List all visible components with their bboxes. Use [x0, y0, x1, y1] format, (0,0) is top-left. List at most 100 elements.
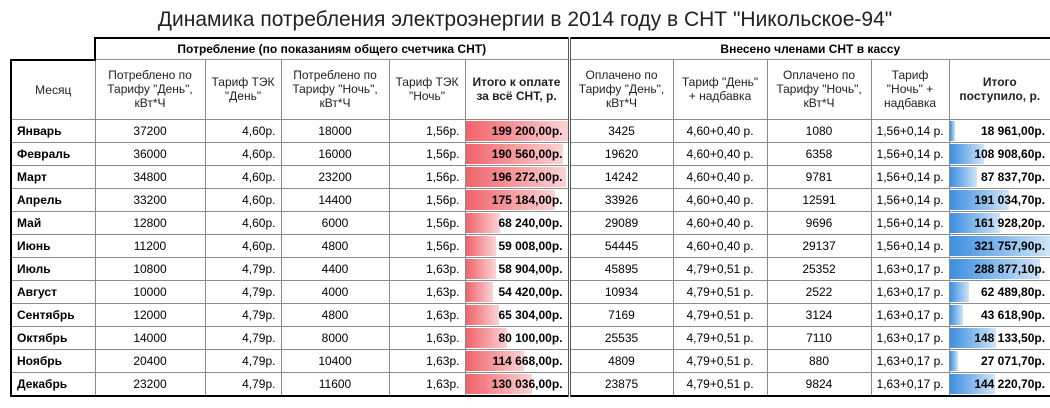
table-row: Ноябрь 20400 4,79р. 10400 1,63р. 114 668,00р.… [10, 348, 1050, 373]
table-row: Июль 10800 4,79р. 4400 1,63р. 58 904,00р. 4589… [10, 256, 1050, 281]
total-received-value: 161 928,20р. [974, 215, 1046, 230]
received-data-bar [950, 143, 984, 164]
tariff-day-cell: 4,60р. [204, 118, 282, 143]
total-due-cell: 190 560,00р. [464, 141, 570, 166]
due-data-bar [466, 166, 567, 187]
used-day-cell: 12800 [94, 210, 206, 235]
due-data-bar [466, 350, 525, 371]
total-due-cell: 65 304,00р. [464, 302, 570, 327]
tariff-night-plus-cell: 1,63+0,17 р. [870, 279, 950, 304]
total-due-value: 175 184,00р. [491, 192, 563, 207]
tariff-night-cell: 1,63р. [388, 302, 466, 327]
month-cell: Сентябрь [10, 302, 96, 327]
used-night-cell: 10400 [280, 348, 390, 373]
paid-day-cell: 3425 [567, 118, 674, 143]
used-day-cell: 11200 [94, 233, 206, 258]
tariff-day-cell: 4,79р. [204, 279, 282, 304]
tariff-day-plus-cell: 4,79+0,51 р. [672, 348, 768, 373]
total-received-value: 321 757,90р. [974, 238, 1046, 253]
paid-night-cell: 1080 [766, 118, 872, 143]
tariff-day-plus-cell: 4,60+0,40 р. [672, 141, 768, 166]
paid-night-cell: 2522 [766, 279, 872, 304]
tariff-night-cell: 1,63р. [388, 371, 466, 397]
tariff-night-plus-cell: 1,63+0,17 р. [870, 325, 950, 350]
paid-day-cell: 33926 [567, 187, 674, 212]
table-row: Сентябрь 12000 4,79р. 4800 1,63р. 65 304,00р.… [10, 302, 1050, 327]
tariff-day-cell: 4,60р. [204, 141, 282, 166]
tariff-day-plus-cell: 4,79+0,51 р. [672, 325, 768, 350]
tariff-day-plus-cell: 4,60+0,40 р. [672, 118, 768, 143]
month-cell: Июль [10, 256, 96, 281]
total-received-value: 27 071,70р. [980, 353, 1046, 368]
tariff-night-plus-cell: 1,63+0,17 р. [870, 348, 950, 373]
tariff-day-plus-cell: 4,79+0,51 р. [672, 302, 768, 327]
paid-night-cell: 9824 [766, 371, 872, 397]
used-day-cell: 37200 [94, 118, 206, 143]
month-cell: Февраль [10, 141, 96, 166]
paid-day-cell: 25535 [567, 325, 674, 350]
total-received-cell: 62 489,80р. [948, 279, 1050, 304]
tariff-night-cell: 1,56р. [388, 187, 466, 212]
total-due-cell: 175 184,00р. [464, 187, 570, 212]
total-received-value: 144 220,70р. [974, 376, 1046, 391]
tariff-day-plus-cell: 4,60+0,40 р. [672, 233, 768, 258]
total-received-cell: 18 961,00р. [948, 118, 1050, 143]
total-due-cell: 80 100,00р. [464, 325, 570, 350]
received-data-bar [950, 189, 1010, 210]
used-day-cell: 14000 [94, 325, 206, 350]
due-data-bar [466, 235, 496, 256]
used-night-cell: 4800 [280, 233, 390, 258]
total-due-cell: 68 240,00р. [464, 210, 570, 235]
paid-night-cell: 29137 [766, 233, 872, 258]
due-data-bar [466, 373, 533, 394]
total-received-value: 191 034,70р. [974, 192, 1046, 207]
total-due-cell: 199 200,00р. [464, 118, 570, 143]
paid-day-cell: 23875 [567, 371, 674, 397]
paid-day-cell: 19620 [567, 141, 674, 166]
tariff-night-cell: 1,56р. [388, 210, 466, 235]
received-data-bar [950, 258, 1040, 279]
table-row: Апрель 33200 4,60р. 14400 1,56р. 175 184,00р.… [10, 187, 1050, 212]
header-tariff-day: Тариф ТЭК "День" [204, 59, 282, 120]
paid-day-cell: 4809 [567, 348, 674, 373]
total-received-value: 108 908,60р. [974, 146, 1046, 161]
header-used-night: Потреблено по Тарифу "Ночь", кВт*Ч [280, 59, 390, 120]
used-day-cell: 33200 [94, 187, 206, 212]
header-used-day: Потреблено по Тарифу "День", кВт*Ч [94, 59, 206, 120]
received-data-bar [950, 304, 964, 325]
received-data-bar [950, 327, 996, 348]
received-data-bar [950, 166, 977, 187]
total-received-value: 62 489,80р. [980, 284, 1046, 299]
tariff-day-cell: 4,79р. [204, 325, 282, 350]
table-row: Октябрь 14000 4,79р. 8000 1,63р. 80 100,00р. 2… [10, 325, 1050, 350]
month-cell: Май [10, 210, 96, 235]
tariff-night-plus-cell: 1,56+0,14 р. [870, 164, 950, 189]
due-data-bar [466, 327, 507, 348]
table-row: Март 34800 4,60р. 23200 1,56р. 196 272,00р. 14… [10, 164, 1050, 189]
total-received-value: 288 877,10р. [974, 261, 1046, 276]
total-due-value: 196 272,00р. [491, 169, 563, 184]
corner-blank [11, 38, 95, 60]
tariff-day-cell: 4,60р. [204, 233, 282, 258]
paid-night-cell: 880 [766, 348, 872, 373]
paid-day-cell: 29089 [567, 210, 674, 235]
tariff-day-cell: 4,60р. [204, 187, 282, 212]
total-due-value: 199 200,00р. [491, 123, 563, 138]
due-data-bar [466, 212, 501, 233]
paid-day-cell: 7169 [567, 302, 674, 327]
tariff-night-plus-cell: 1,56+0,14 р. [870, 233, 950, 258]
received-data-bar [950, 281, 970, 302]
used-day-cell: 34800 [94, 164, 206, 189]
total-received-cell: 288 877,10р. [948, 256, 1050, 281]
month-cell: Декабрь [10, 371, 96, 397]
total-due-value: 80 100,00р. [498, 330, 563, 345]
paid-night-cell: 6358 [766, 141, 872, 166]
used-day-cell: 23200 [94, 371, 206, 397]
tariff-night-plus-cell: 1,56+0,14 р. [870, 210, 950, 235]
total-due-cell: 196 272,00р. [464, 164, 570, 189]
used-day-cell: 20400 [94, 348, 206, 373]
header-total-due: Итого к оплате за всё СНТ, р. [464, 59, 570, 120]
header-tariff-night-plus: Тариф "Ночь" + надбавка [870, 59, 950, 120]
header-tariff-day-plus: Тариф "День" + надбавка [672, 59, 768, 120]
paid-night-cell: 12591 [766, 187, 872, 212]
